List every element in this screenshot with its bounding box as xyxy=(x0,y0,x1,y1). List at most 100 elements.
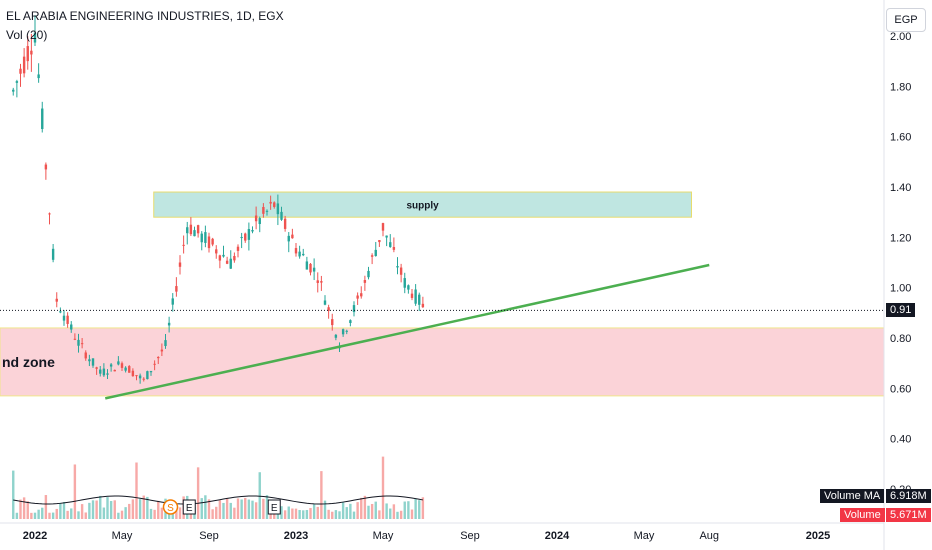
chart-title: EL ARABIA ENGINEERING INDUSTRIES, 1D, EG… xyxy=(6,9,284,23)
volume-bar xyxy=(312,504,316,519)
volume-ma-label: Volume MA xyxy=(820,489,885,503)
volume-bar xyxy=(240,499,243,519)
event-marker-label: E xyxy=(271,503,278,514)
volume-bar xyxy=(91,500,95,519)
candle-body xyxy=(363,280,367,283)
candle-body xyxy=(367,270,370,278)
volume-bar xyxy=(41,507,44,519)
currency-button[interactable]: EGP xyxy=(886,8,926,32)
volume-bar xyxy=(360,497,363,519)
candle-body xyxy=(77,339,80,346)
volume-bar xyxy=(392,504,396,519)
dividend-marker-circle xyxy=(162,499,179,515)
volume-bar xyxy=(367,505,370,519)
volume-bar xyxy=(138,499,142,519)
volume-bar xyxy=(215,506,218,519)
candle-body xyxy=(15,81,19,83)
candle-body xyxy=(73,338,77,340)
volume-bar xyxy=(410,509,414,519)
candle-body xyxy=(204,232,207,243)
candle-body xyxy=(135,375,138,377)
volume-bar xyxy=(124,507,127,519)
volume-bar xyxy=(269,510,272,519)
candle-body xyxy=(392,246,396,250)
volume-indicator-label[interactable]: Vol (20) xyxy=(6,28,48,42)
volume-bar xyxy=(418,500,421,519)
volume-bar xyxy=(117,512,120,519)
y-tick-label: 1.00 xyxy=(890,283,911,295)
candle-body xyxy=(189,224,193,235)
volume-bar xyxy=(102,507,106,519)
candle-body xyxy=(211,238,214,245)
candle-body xyxy=(265,210,269,212)
volume-bar xyxy=(113,500,116,519)
candle-body xyxy=(396,266,399,268)
x-tick-label: 2023 xyxy=(284,530,308,542)
candle-body xyxy=(146,371,149,380)
volume-bar xyxy=(207,499,211,519)
event-marker-label: E xyxy=(186,503,193,514)
candle-body xyxy=(280,211,283,220)
y-tick-label: 2.00 xyxy=(890,31,911,43)
volume-ma-value: 6.918M xyxy=(886,489,931,503)
candle-body xyxy=(389,242,392,247)
demand-zone xyxy=(0,327,885,397)
candle-body xyxy=(410,293,414,298)
candle-body xyxy=(356,295,359,299)
event-marker: S xyxy=(162,499,179,515)
volume-bar xyxy=(327,509,330,519)
volume-bar xyxy=(196,467,200,519)
volume-bar xyxy=(178,507,182,519)
candle-body xyxy=(407,285,410,290)
candle-body xyxy=(106,373,109,375)
volume-bar xyxy=(233,507,236,519)
candle-body xyxy=(91,358,95,366)
candle-body xyxy=(12,89,15,92)
volume-bar xyxy=(200,498,203,519)
volume-bar xyxy=(33,512,37,519)
candle-body xyxy=(273,202,276,207)
x-tick-label: 2025 xyxy=(806,530,830,542)
volume-bar xyxy=(160,507,164,519)
volume-bar xyxy=(331,511,334,519)
candle-body xyxy=(55,298,58,302)
earnings-marker-box xyxy=(182,499,196,515)
event-marker: E xyxy=(267,499,281,515)
candle-body xyxy=(160,349,164,352)
candle-body xyxy=(276,203,280,215)
candle-body xyxy=(323,300,327,305)
event-marker: E xyxy=(182,499,196,515)
event-marker-label: S xyxy=(167,503,174,514)
volume-bar xyxy=(204,495,207,519)
volume-bar xyxy=(407,501,410,519)
candle-body xyxy=(269,201,272,204)
volume-bar xyxy=(106,497,109,519)
candle-body xyxy=(258,218,261,225)
candle-body xyxy=(178,262,182,267)
candle-body xyxy=(124,367,127,371)
volume-bar xyxy=(30,512,33,519)
candle-body xyxy=(298,251,301,257)
earnings-marker-box xyxy=(267,499,281,515)
volume-bar xyxy=(254,502,258,519)
volume-bar xyxy=(305,509,309,519)
candle-body xyxy=(66,315,69,324)
candle-body xyxy=(113,369,116,372)
candle-body xyxy=(120,363,124,368)
volume-bar xyxy=(12,470,15,519)
volume-bar xyxy=(153,509,156,519)
candle-body xyxy=(193,230,196,237)
volume-bar xyxy=(88,502,91,519)
volume-bar xyxy=(142,495,145,519)
candle-body xyxy=(229,258,232,269)
volume-bar xyxy=(370,503,374,519)
candle-body xyxy=(84,352,87,359)
candle-body xyxy=(418,294,421,305)
volume-bar xyxy=(229,502,232,519)
volume-bar xyxy=(316,506,319,519)
candle-body xyxy=(251,230,254,232)
volume-bar xyxy=(135,462,138,519)
candle-body xyxy=(403,278,406,288)
